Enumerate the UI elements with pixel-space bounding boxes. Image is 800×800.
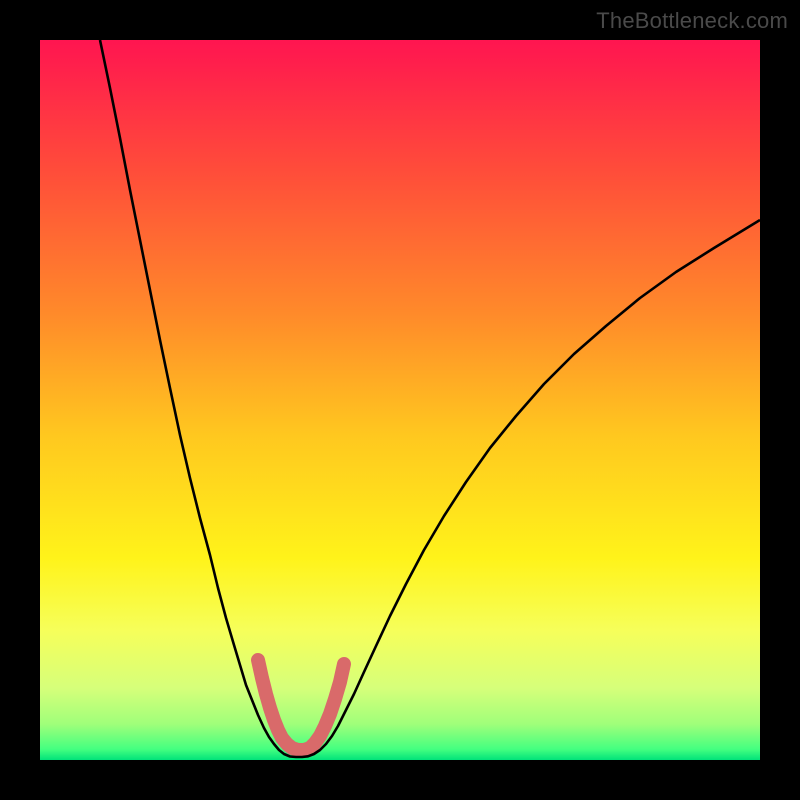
- stage: TheBottleneck.com: [0, 0, 800, 800]
- gradient-rect: [40, 40, 760, 760]
- plot-area: [40, 40, 760, 760]
- plot-svg: [40, 40, 760, 760]
- attribution-text: TheBottleneck.com: [596, 8, 788, 34]
